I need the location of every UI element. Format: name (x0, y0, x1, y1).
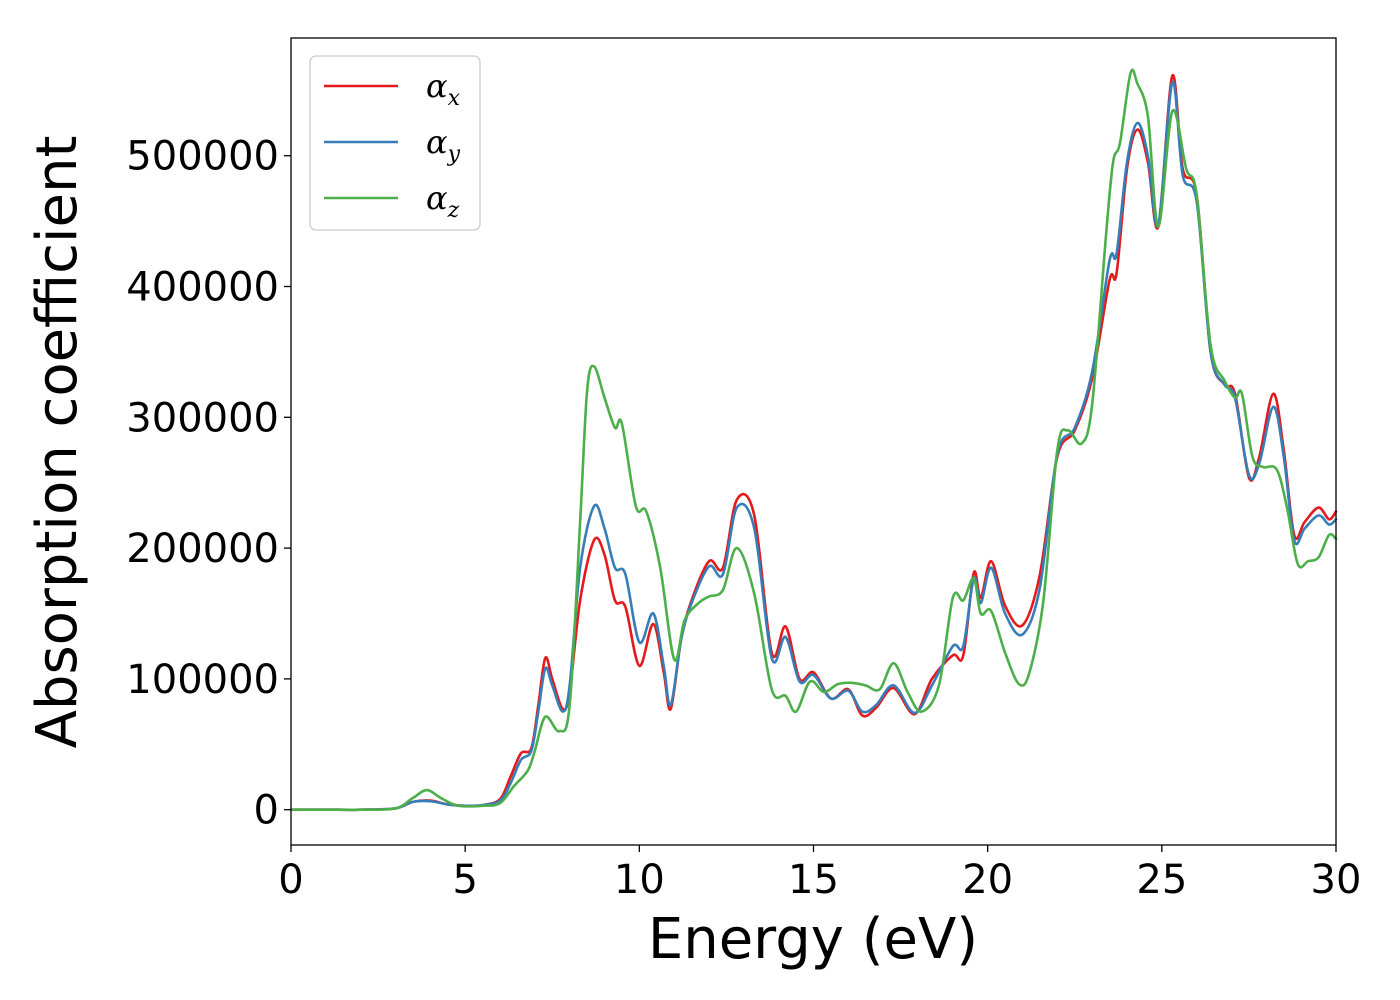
x-tick-label: 10 (614, 857, 665, 903)
legend-label-symbol: α (426, 179, 448, 217)
x-axis: 0 5 10 15 20 25 30 (278, 845, 1361, 903)
legend-label-alpha-x: αx (426, 67, 461, 111)
series-layer (289, 68, 1338, 812)
legend-label-subscript: y (447, 142, 461, 167)
y-axis: 0 100000 200000 300000 400000 500000 (126, 134, 291, 834)
legend-label-subscript: x (448, 86, 461, 111)
legend-label-alpha-y: αy (426, 123, 461, 167)
y-tick-label: 200000 (126, 526, 279, 572)
y-axis-title: Absorption coefficient (25, 136, 90, 749)
series-line-alpha-z (289, 68, 1338, 812)
y-tick-label: 300000 (126, 395, 279, 441)
x-tick-label: 30 (1311, 857, 1362, 903)
y-tick-label: 500000 (126, 134, 279, 180)
legend-label-symbol: α (426, 123, 448, 161)
legend-label-alpha-z: αz (426, 179, 460, 223)
y-tick-label: 0 (254, 788, 279, 834)
x-axis-title: Energy (eV) (648, 907, 978, 972)
legend-label-subscript: z (447, 198, 460, 223)
x-tick-label: 15 (788, 857, 839, 903)
y-tick-label: 400000 (126, 265, 279, 311)
x-tick-label: 20 (962, 857, 1013, 903)
y-tick-label: 100000 (126, 657, 279, 703)
x-tick-label: 5 (452, 857, 477, 903)
x-tick-label: 25 (1136, 857, 1187, 903)
legend-label-symbol: α (426, 67, 448, 105)
series-line-alpha-y (289, 81, 1338, 812)
x-tick-label: 0 (278, 857, 303, 903)
